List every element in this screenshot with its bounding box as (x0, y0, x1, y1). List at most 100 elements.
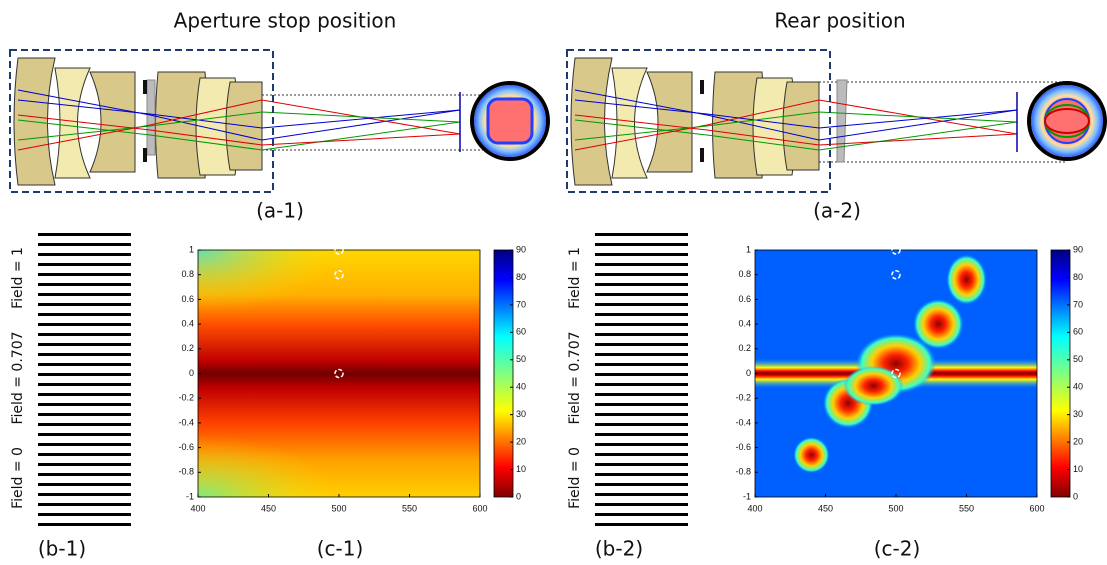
stop (143, 148, 147, 162)
bar-pattern (595, 373, 688, 376)
y-tick-label: -0.4 (178, 417, 194, 427)
colorbar-tick-label: 50 (1073, 354, 1083, 364)
colorbar-tick-label: 30 (1073, 409, 1083, 419)
colorbar-tick-label: 20 (516, 436, 526, 446)
bar-pattern (595, 403, 688, 406)
bar-pattern (38, 253, 131, 256)
bar-pattern (38, 333, 131, 336)
stop (143, 80, 147, 94)
bar-pattern (595, 333, 688, 336)
panel-label: (a-2) (813, 199, 861, 223)
bar-pattern (38, 493, 131, 496)
y-tick-label: -1 (743, 491, 751, 501)
colorbar-tick-label: 60 (1073, 327, 1083, 337)
bar-pattern (38, 413, 131, 416)
y-tick-label: -0.8 (178, 467, 194, 477)
bar-pattern (38, 263, 131, 266)
bar-pattern (595, 433, 688, 436)
colorbar-tick-label: 10 (516, 464, 526, 474)
colorbar-tick-label: 0 (516, 491, 521, 501)
bar-pattern (595, 473, 688, 476)
bar-pattern (38, 513, 131, 516)
bar-pattern (595, 523, 688, 526)
bar-pattern (595, 453, 688, 456)
lens (647, 72, 692, 172)
colorbar-tick-label: 90 (516, 244, 526, 254)
bar-pattern (595, 313, 688, 316)
bar-pattern (38, 363, 131, 366)
bar-pattern (38, 393, 131, 396)
field-label: Field = 1 (10, 247, 26, 309)
field-label: Field = 1 (567, 247, 583, 309)
bar-pattern (38, 343, 131, 346)
x-tick-label: 600 (1029, 503, 1044, 513)
y-tick-label: 0.2 (738, 343, 751, 353)
bar-pattern (595, 493, 688, 496)
bar-pattern (38, 243, 131, 246)
bar-pattern (595, 463, 688, 466)
x-tick-label: 450 (261, 503, 276, 513)
bar-pattern (595, 513, 688, 516)
field-label: Field = 0 (10, 447, 26, 509)
column-title: Aperture stop position (174, 9, 397, 33)
stop (700, 148, 704, 162)
bar-pattern (38, 433, 131, 436)
heatmap-blob (843, 366, 903, 406)
bar-pattern (38, 443, 131, 446)
heatmap-region (198, 250, 339, 312)
x-tick-label: 600 (472, 503, 487, 513)
bar-pattern (38, 523, 131, 526)
bar-pattern (38, 383, 131, 386)
field-label: Field = 0.707 (10, 331, 26, 424)
bar-pattern (595, 343, 688, 346)
stop-glass (837, 80, 847, 162)
bar-pattern (595, 263, 688, 266)
bar-pattern (595, 273, 688, 276)
bar-pattern (595, 483, 688, 486)
bar-pattern (38, 273, 131, 276)
colorbar-tick-label: 0 (1073, 491, 1078, 501)
stop-glass (147, 80, 155, 155)
bar-pattern (595, 253, 688, 256)
bar-pattern (595, 413, 688, 416)
colorbar (494, 250, 513, 497)
colorbar-tick-label: 40 (516, 382, 526, 392)
colorbar (1051, 250, 1070, 497)
bar-pattern (595, 503, 688, 506)
bar-pattern (38, 293, 131, 296)
bar-pattern (38, 373, 131, 376)
x-tick-label: 400 (747, 503, 762, 513)
bar-pattern (595, 283, 688, 286)
heatmap-blob (913, 299, 963, 349)
bar-pattern (38, 403, 131, 406)
colorbar-tick-label: 40 (1073, 382, 1083, 392)
x-tick-label: 550 (402, 503, 417, 513)
bar-pattern (595, 443, 688, 446)
y-tick-label: -0.6 (178, 442, 194, 452)
bar-pattern (595, 293, 688, 296)
bar-pattern (38, 473, 131, 476)
bar-pattern (38, 323, 131, 326)
bar-pattern (595, 353, 688, 356)
colorbar-tick-label: 70 (1073, 299, 1083, 309)
field-label: Field = 0.707 (567, 331, 583, 424)
bar-pattern (38, 483, 131, 486)
bar-pattern (595, 393, 688, 396)
colorbar-tick-label: 70 (516, 299, 526, 309)
colorbar-tick-label: 10 (1073, 464, 1083, 474)
y-tick-label: 0.8 (738, 269, 751, 279)
panel-label: (c-2) (874, 537, 921, 561)
bar-pattern (38, 453, 131, 456)
colorbar-tick-label: 80 (516, 272, 526, 282)
y-tick-label: 0.6 (738, 294, 751, 304)
y-tick-label: 0.4 (181, 318, 194, 328)
y-tick-label: 0.2 (181, 343, 194, 353)
bar-pattern (38, 463, 131, 466)
colorbar-tick-label: 90 (1073, 244, 1083, 254)
colorbar-tick-label: 20 (1073, 436, 1083, 446)
y-tick-label: 1 (189, 244, 194, 254)
y-tick-label: 0.8 (181, 269, 194, 279)
figure-body: Aperture stop position(a-1)Field = 1Fiel… (10, 9, 1105, 561)
y-tick-label: -0.4 (735, 417, 751, 427)
colorbar-tick-label: 80 (1073, 272, 1083, 282)
